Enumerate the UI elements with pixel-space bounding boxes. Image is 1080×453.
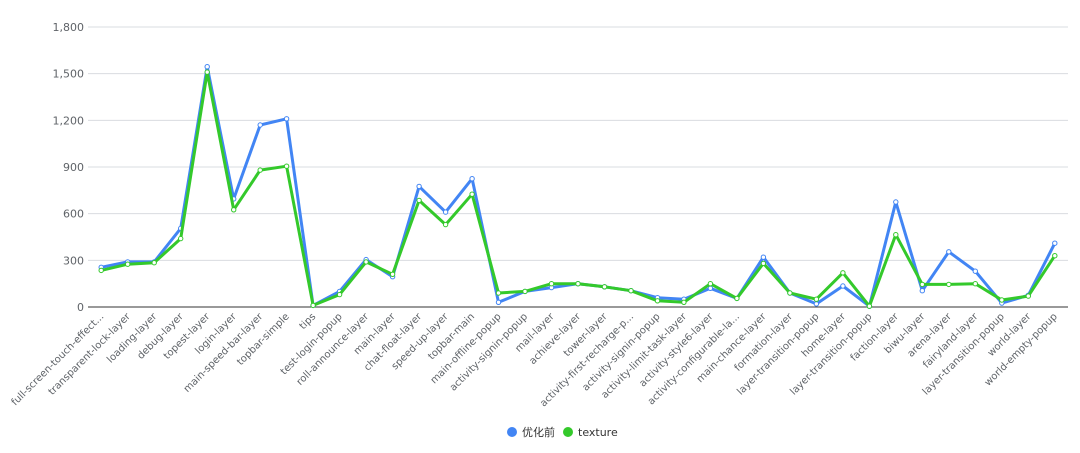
series-line bbox=[99, 70, 1057, 308]
data-point[interactable] bbox=[575, 281, 581, 287]
data-point[interactable] bbox=[310, 302, 316, 309]
data-point[interactable] bbox=[893, 199, 899, 205]
data-point[interactable] bbox=[840, 283, 846, 289]
data-point[interactable] bbox=[231, 207, 237, 213]
y-tick-label: 1,800 bbox=[53, 21, 85, 34]
x-tick-label: tips bbox=[298, 311, 319, 332]
data-point[interactable] bbox=[416, 197, 422, 204]
data-point[interactable] bbox=[707, 281, 714, 287]
data-point[interactable] bbox=[469, 176, 475, 182]
data-point[interactable] bbox=[548, 281, 555, 287]
data-point[interactable] bbox=[946, 281, 952, 288]
data-point[interactable] bbox=[866, 303, 873, 309]
legend-label: texture bbox=[578, 426, 618, 439]
data-point[interactable] bbox=[178, 235, 184, 242]
data-point[interactable] bbox=[999, 297, 1005, 303]
data-point[interactable] bbox=[389, 271, 396, 277]
data-point[interactable] bbox=[760, 260, 767, 267]
gridlines bbox=[88, 26, 1068, 308]
y-tick-label: 300 bbox=[63, 254, 84, 267]
data-point[interactable] bbox=[601, 284, 608, 290]
data-point[interactable] bbox=[946, 249, 952, 255]
data-point[interactable] bbox=[283, 116, 290, 122]
data-point[interactable] bbox=[416, 183, 422, 190]
data-point[interactable] bbox=[681, 299, 687, 305]
data-point[interactable] bbox=[760, 254, 767, 260]
data-point[interactable] bbox=[125, 261, 131, 267]
y-tick-label: 900 bbox=[63, 161, 84, 174]
data-point[interactable] bbox=[336, 291, 343, 298]
data-point[interactable] bbox=[734, 295, 740, 302]
data-point[interactable] bbox=[522, 288, 528, 295]
data-point[interactable] bbox=[919, 281, 925, 288]
legend-label: 优化前 bbox=[522, 425, 555, 439]
legend-item[interactable]: 优化前 bbox=[507, 425, 555, 439]
data-point[interactable] bbox=[707, 285, 714, 291]
data-point[interactable] bbox=[363, 259, 369, 265]
data-point[interactable] bbox=[442, 221, 449, 228]
data-point[interactable] bbox=[469, 191, 475, 197]
data-point[interactable] bbox=[283, 163, 290, 169]
data-point[interactable] bbox=[813, 296, 820, 302]
data-point[interactable] bbox=[1052, 253, 1058, 259]
data-point[interactable] bbox=[495, 299, 502, 305]
legend-item[interactable]: texture bbox=[563, 426, 618, 439]
data-point[interactable] bbox=[787, 290, 793, 296]
series-lines bbox=[98, 64, 1058, 309]
legend-marker bbox=[507, 427, 517, 437]
y-tick-label: 1,200 bbox=[53, 114, 85, 127]
data-point[interactable] bbox=[893, 232, 899, 238]
x-axis-ticks: full-screen-touch-effect...transparent-l… bbox=[10, 311, 1060, 409]
y-axis-ticks: 0 300 600 900 1,200 1,500 1,800 bbox=[53, 21, 85, 314]
data-point[interactable] bbox=[495, 290, 502, 296]
series-0 bbox=[98, 64, 1058, 309]
data-point[interactable] bbox=[813, 301, 820, 307]
data-point[interactable] bbox=[257, 167, 263, 173]
data-point[interactable] bbox=[442, 209, 449, 215]
data-point[interactable] bbox=[151, 260, 157, 266]
data-point[interactable] bbox=[972, 281, 978, 287]
y-tick-label: 600 bbox=[63, 208, 84, 221]
data-point[interactable] bbox=[204, 69, 210, 75]
data-point[interactable] bbox=[919, 288, 925, 294]
data-point[interactable] bbox=[1025, 293, 1032, 299]
series-line bbox=[99, 65, 1057, 308]
data-point[interactable] bbox=[840, 270, 846, 276]
legend[interactable]: 优化前 texture bbox=[507, 425, 618, 439]
data-point[interactable] bbox=[257, 122, 263, 128]
data-point[interactable] bbox=[98, 267, 104, 274]
y-tick-label: 0 bbox=[77, 301, 84, 314]
data-point[interactable] bbox=[972, 268, 978, 274]
legend-marker bbox=[563, 427, 573, 437]
data-point[interactable] bbox=[654, 298, 661, 304]
data-point[interactable] bbox=[204, 64, 210, 70]
data-point[interactable] bbox=[1052, 240, 1058, 246]
y-tick-label: 1,500 bbox=[53, 68, 85, 81]
series-1 bbox=[98, 69, 1058, 309]
data-point[interactable] bbox=[628, 288, 634, 294]
